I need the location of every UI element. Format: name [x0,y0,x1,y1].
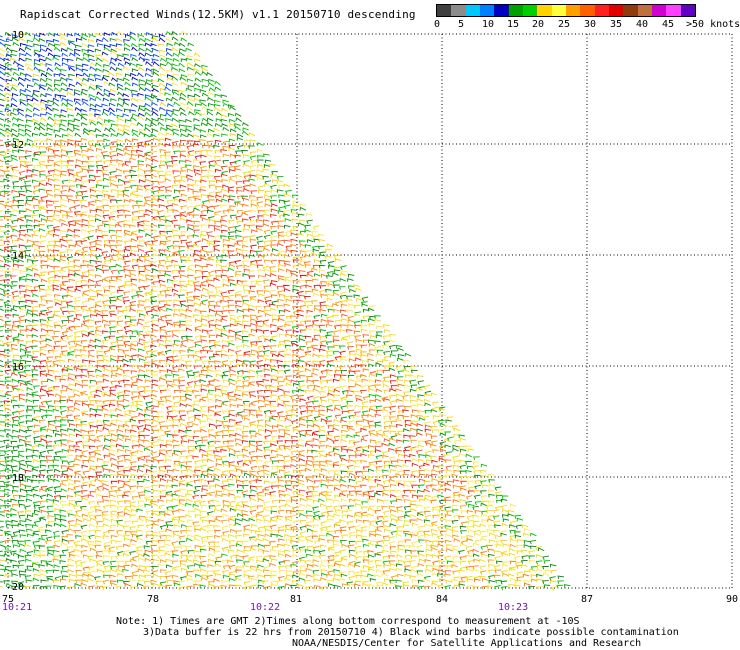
legend-swatch [551,5,566,16]
lat-label: -12 [6,140,24,151]
time-label: 10:21 [2,602,32,613]
legend-label: 45 [662,19,675,30]
legend-swatch [623,5,638,16]
note-line: NOAA/NESDIS/Center for Satellite Applica… [292,638,642,649]
lat-label: -18 [6,473,24,484]
legend-swatch [680,5,695,16]
legend-label: 20 [532,19,545,30]
lat-label: -16 [6,362,24,373]
legend-label: 10 [482,19,495,30]
legend-swatch [437,5,452,16]
legend-labels: 0 5 10 15 20 25 30 35 40 45 >50 knots [434,19,740,33]
wind-map: -10 -12 -14 -16 -18 -20 75 78 81 84 87 9… [0,30,738,613]
legend-swatch [666,5,681,16]
legend-label: 0 [434,19,441,30]
legend-swatch [565,5,581,16]
legend-swatch [494,5,509,16]
wind-speed-legend: 0 5 10 15 20 25 30 35 40 45 >50 knots [434,4,740,33]
legend-swatch [537,5,552,16]
lon-label: 84 [436,594,448,605]
legend-swatch [465,5,480,16]
legend-swatch [637,5,652,16]
lon-label: 78 [147,594,159,605]
legend-label: 40 [636,19,649,30]
legend-swatch [651,5,667,16]
wind-barbs-layer [0,30,571,591]
legend-label: 35 [610,19,623,30]
legend-label: 25 [558,19,571,30]
legend-label: 5 [458,19,465,30]
lon-label: 81 [290,594,302,605]
legend-swatch [594,5,609,16]
lat-label: -10 [6,30,24,41]
legend-swatch [479,5,495,16]
map-title: Rapidscat Corrected Winds(12.5KM) v1.1 2… [20,8,416,21]
time-label: 10:22 [250,602,280,613]
lon-label: 87 [581,594,593,605]
legend-label: >50 knots [686,19,740,30]
legend-swatch [522,5,538,16]
lat-label: -20 [6,582,24,593]
lat-label: -14 [6,251,24,262]
lon-label: 75 [2,594,14,605]
time-label: 10:23 [498,602,528,613]
legend-swatch [608,5,624,16]
note-line: 3)Data buffer is 22 hrs from 20150710 4)… [143,627,679,638]
legend-label: 15 [507,19,520,30]
legend-label: 30 [584,19,597,30]
legend-color-bar [436,4,696,17]
legend-swatch [580,5,595,16]
legend-swatch [451,5,466,16]
lon-label: 90 [726,594,738,605]
note-line: Note: 1) Times are GMT 2)Times along bot… [116,616,580,627]
legend-swatch [508,5,523,16]
